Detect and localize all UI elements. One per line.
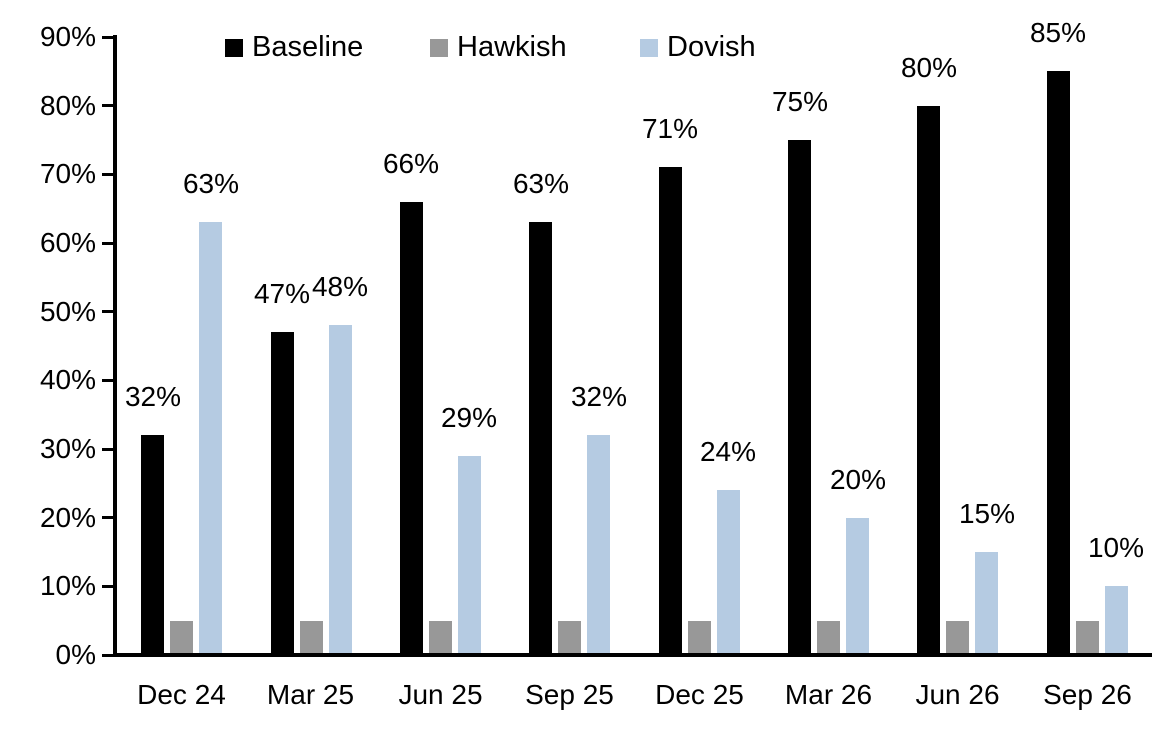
bar-hawkish-dec-24	[170, 621, 193, 655]
y-axis-tick-label: 90%	[39, 21, 96, 52]
bar-dovish-mar-25	[329, 325, 352, 655]
legend-swatch-baseline	[225, 38, 243, 57]
y-axis-tick	[102, 242, 113, 245]
value-label-dovish-sep-26: 10%	[1087, 532, 1145, 563]
bar-dovish-jun-26	[975, 552, 998, 655]
x-axis-category-label: Mar 25	[266, 679, 355, 710]
bar-dovish-sep-25	[587, 435, 610, 655]
y-axis-tick-label: 0%	[55, 639, 96, 670]
y-axis-tick-label: 80%	[39, 90, 96, 121]
bar-dovish-dec-24	[199, 222, 222, 655]
y-axis-tick-label: 20%	[39, 502, 96, 533]
legend-label-baseline: Baseline	[252, 31, 364, 63]
x-axis-category-label: Mar 26	[784, 679, 873, 710]
y-axis-tick-label: 60%	[39, 227, 96, 258]
bar-hawkish-jun-25	[429, 621, 452, 655]
y-axis-tick-label: 70%	[39, 158, 96, 189]
legend-swatch-dovish	[640, 38, 658, 57]
x-axis-line	[113, 653, 1152, 657]
value-label-baseline-mar-26: 75%	[771, 86, 829, 117]
value-label-dovish-mar-26: 20%	[829, 464, 887, 495]
legend-swatch-hawkish	[430, 38, 448, 57]
legend-label-hawkish: Hawkish	[457, 31, 567, 63]
value-label-dovish-jun-25: 29%	[440, 402, 498, 433]
bar-dovish-sep-26	[1105, 586, 1128, 655]
legend: Baseline Hawkish Dovish	[0, 0, 1152, 70]
value-label-dovish-dec-25: 24%	[699, 436, 757, 467]
bar-baseline-dec-25	[659, 167, 682, 655]
bar-baseline-mar-26	[788, 140, 811, 655]
y-axis-tick-label: 40%	[39, 364, 96, 395]
y-axis-line	[113, 35, 117, 657]
bar-hawkish-jun-26	[946, 621, 969, 655]
value-label-baseline-dec-24: 32%	[124, 381, 182, 412]
bar-baseline-jun-25	[400, 202, 423, 655]
value-label-dovish-jun-26: 15%	[958, 498, 1016, 529]
bar-hawkish-mar-26	[817, 621, 840, 655]
x-axis-category-label: Jun 25	[398, 679, 483, 710]
value-label-dovish-sep-25: 32%	[570, 381, 628, 412]
y-axis-tick	[102, 379, 113, 382]
y-axis-tick	[102, 448, 113, 451]
legend-label-dovish: Dovish	[667, 31, 756, 63]
value-label-baseline-sep-25: 63%	[512, 168, 570, 199]
legend-item-dovish: Dovish	[640, 33, 756, 62]
bar-baseline-sep-25	[529, 222, 552, 655]
value-label-baseline-dec-25: 71%	[641, 113, 699, 144]
x-axis-category-label: Dec 24	[137, 679, 226, 710]
bar-hawkish-sep-26	[1076, 621, 1099, 655]
y-axis-tick	[102, 585, 113, 588]
bar-baseline-mar-25	[271, 332, 294, 655]
bar-baseline-dec-24	[141, 435, 164, 655]
legend-item-baseline: Baseline	[225, 33, 363, 62]
x-axis-category-label: Jun 26	[915, 679, 1000, 710]
y-axis-tick-label: 50%	[39, 296, 96, 327]
bar-hawkish-mar-25	[300, 621, 323, 655]
bar-baseline-jun-26	[917, 106, 940, 655]
y-axis-tick	[102, 310, 113, 313]
bar-dovish-dec-25	[717, 490, 740, 655]
legend-item-hawkish: Hawkish	[430, 33, 567, 62]
bar-baseline-sep-26	[1047, 71, 1070, 655]
bar-dovish-jun-25	[458, 456, 481, 655]
value-label-dovish-dec-24: 63%	[182, 168, 240, 199]
y-axis-tick	[102, 173, 113, 176]
bar-hawkish-dec-25	[688, 621, 711, 655]
x-axis-category-label: Sep 26	[1043, 679, 1132, 710]
y-axis-tick	[102, 654, 113, 657]
y-axis-tick	[102, 36, 113, 39]
value-label-baseline-jun-25: 66%	[382, 148, 440, 179]
y-axis-tick-label: 30%	[39, 433, 96, 464]
y-axis-tick	[102, 516, 113, 519]
value-label-baseline-mar-25: 47%	[253, 278, 311, 309]
value-label-dovish-mar-25: 48%	[311, 271, 369, 302]
x-axis-category-label: Dec 25	[655, 679, 744, 710]
value-label-baseline-sep-26: 85%	[1029, 17, 1087, 48]
value-label-baseline-jun-26: 80%	[900, 52, 958, 83]
y-axis-tick-label: 10%	[39, 570, 96, 601]
bar-dovish-mar-26	[846, 518, 869, 655]
bar-hawkish-sep-25	[558, 621, 581, 655]
y-axis-tick	[102, 104, 113, 107]
x-axis-category-label: Sep 25	[525, 679, 614, 710]
